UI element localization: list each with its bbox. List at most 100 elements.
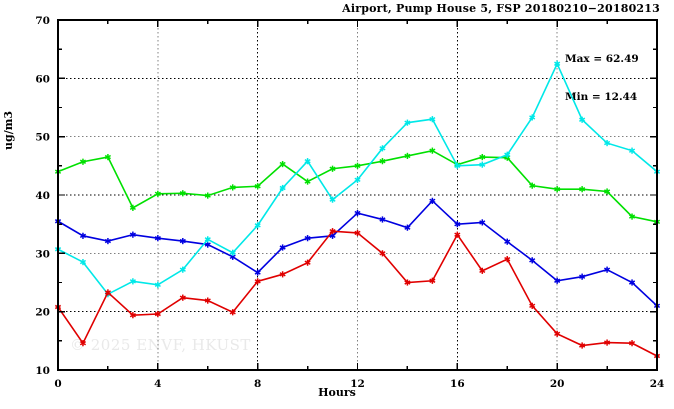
- data-point: [529, 302, 536, 309]
- data-point: [204, 297, 211, 304]
- data-point: [604, 188, 611, 195]
- data-point: [354, 229, 361, 237]
- y-tick-label: 40: [35, 190, 50, 202]
- data-point: [579, 116, 586, 123]
- data-point: [529, 114, 536, 121]
- x-tick-label: 0: [54, 378, 61, 390]
- data-point: [404, 152, 411, 160]
- data-point: [279, 244, 286, 251]
- data-point: [229, 184, 236, 191]
- data-point: [279, 160, 286, 168]
- data-point: [329, 196, 336, 203]
- data-point: [628, 213, 636, 220]
- x-tick-label: 20: [550, 378, 565, 390]
- data-point: [379, 145, 386, 152]
- data-point: [179, 190, 186, 197]
- data-point: [104, 289, 111, 296]
- gridlines: [58, 20, 657, 370]
- data-point: [529, 182, 536, 189]
- data-point: [404, 224, 411, 231]
- data-point: [179, 266, 186, 273]
- data-point: [429, 116, 436, 123]
- data-point: [604, 339, 611, 346]
- data-point: [129, 204, 136, 211]
- data-point: [254, 222, 261, 229]
- data-point: [379, 216, 386, 223]
- data-point: [129, 278, 136, 285]
- data-point: [379, 158, 386, 165]
- data-point: [79, 158, 87, 165]
- data-point: [279, 271, 286, 278]
- data-point: [429, 147, 436, 154]
- data-point: [379, 250, 386, 257]
- data-point: [354, 176, 361, 183]
- data-point: [329, 165, 336, 172]
- data-point: [129, 312, 136, 319]
- data-point: [154, 235, 161, 242]
- data-point: [204, 192, 211, 199]
- data-point: [579, 342, 586, 349]
- data-point: [504, 238, 511, 245]
- data-point: [479, 161, 486, 168]
- data-point: [329, 228, 336, 235]
- data-point: [204, 236, 211, 243]
- x-tick-label: 12: [350, 378, 365, 390]
- series-layer: [54, 60, 661, 360]
- max-label: Max = 62.49: [565, 53, 639, 65]
- x-tick-label: 16: [450, 378, 465, 390]
- data-point: [354, 209, 361, 217]
- y-tick-label: 60: [35, 73, 50, 85]
- data-point: [254, 278, 261, 285]
- data-point: [554, 186, 561, 193]
- data-point: [554, 60, 561, 67]
- data-point: [554, 277, 561, 284]
- data-point: [554, 330, 561, 337]
- data-point: [579, 186, 586, 193]
- chart-title: Airport, Pump House 5, FSP 20180210−2018…: [342, 2, 660, 15]
- data-point: [304, 178, 311, 185]
- y-tick-label: 70: [35, 15, 50, 27]
- data-point: [254, 183, 261, 190]
- data-point: [204, 241, 211, 248]
- data-point: [304, 158, 311, 165]
- x-tick-label: 8: [254, 378, 261, 390]
- data-point: [604, 266, 611, 273]
- data-point: [104, 153, 111, 161]
- data-point: [628, 340, 636, 347]
- data-point: [479, 267, 486, 274]
- data-point: [404, 279, 411, 286]
- data-point: [454, 162, 461, 169]
- data-point: [254, 269, 261, 276]
- y-tick-label: 50: [35, 132, 50, 144]
- data-point: [429, 277, 436, 284]
- x-axis-label: Hours: [318, 386, 356, 399]
- data-point: [304, 259, 311, 266]
- y-tick-label: 10: [35, 365, 50, 377]
- tick-labels: 10 20 30 40 50 60 70 0 4 8 12 16 20 24: [35, 15, 664, 390]
- data-point: [79, 340, 87, 347]
- x-tick-label: 24: [650, 378, 665, 390]
- data-point: [154, 190, 161, 197]
- data-point: [79, 258, 87, 266]
- data-point: [604, 139, 611, 147]
- data-point: [429, 197, 436, 204]
- data-point: [129, 231, 136, 238]
- data-point: [628, 279, 636, 286]
- data-point: [504, 151, 511, 158]
- data-point: [79, 232, 87, 239]
- data-point: [454, 221, 461, 228]
- stats-annotation: Max = 62.49 Min = 12.44: [565, 28, 639, 128]
- series-series-green: [54, 147, 661, 225]
- data-point: [279, 184, 286, 192]
- data-point: [154, 310, 161, 318]
- data-point: [628, 147, 636, 154]
- data-point: [229, 249, 236, 256]
- data-point: [229, 309, 236, 316]
- data-point: [479, 153, 486, 161]
- data-point: [404, 119, 411, 126]
- y-tick-label: 30: [35, 248, 50, 260]
- data-point: [354, 162, 361, 169]
- series-series-red: [54, 228, 661, 360]
